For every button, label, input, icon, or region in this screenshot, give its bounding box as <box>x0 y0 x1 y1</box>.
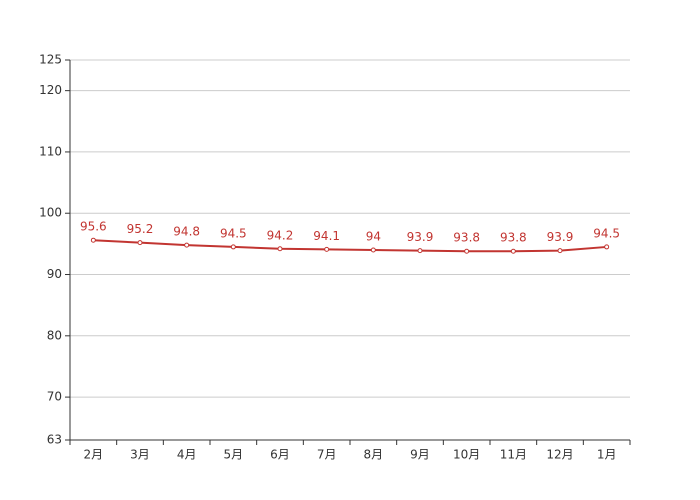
x-tick-label: 7月 <box>317 448 337 462</box>
point <box>324 246 330 252</box>
data-label: 94.8 <box>173 225 200 239</box>
y-tick-label: 80 <box>47 328 62 342</box>
x-tick-label: 5月 <box>224 448 244 462</box>
point <box>510 248 516 254</box>
point <box>557 248 563 254</box>
y-tick-label: 110 <box>39 144 62 158</box>
x-tick-label: 12月 <box>546 448 573 462</box>
y-tick-label: 63 <box>47 433 62 447</box>
point <box>370 247 376 253</box>
y-tick-label: 120 <box>39 83 62 97</box>
point <box>464 248 470 254</box>
x-tick-label: 3月 <box>130 448 150 462</box>
data-label: 93.9 <box>547 230 574 244</box>
y-tick-label: 125 <box>39 53 62 67</box>
y-tick-label: 100 <box>39 206 62 220</box>
data-label: 95.6 <box>80 220 107 234</box>
x-tick-label: 9月 <box>410 448 430 462</box>
point <box>417 248 423 254</box>
point <box>277 246 283 252</box>
y-tick-label: 70 <box>47 390 62 404</box>
line <box>93 239 607 253</box>
data-label: 94.2 <box>267 228 294 242</box>
data-label: 93.8 <box>500 231 527 245</box>
x-tick-label: 11月 <box>500 448 527 462</box>
point <box>90 237 96 243</box>
data-label: 95.2 <box>127 222 154 236</box>
data-label: 94.5 <box>593 226 620 240</box>
x-tick-label: 10月 <box>453 448 480 462</box>
x-tick-label: 1月 <box>597 448 617 462</box>
point <box>604 244 610 250</box>
x-tick-label: 8月 <box>364 448 384 462</box>
point <box>230 244 236 250</box>
point <box>137 240 143 246</box>
data-label: 93.8 <box>453 231 480 245</box>
x-tick-label: 4月 <box>177 448 197 462</box>
data-label: 94.5 <box>220 226 247 240</box>
data-label: 94.1 <box>313 229 340 243</box>
y-tick-label: 90 <box>47 267 62 281</box>
data-label: 94 <box>366 230 381 244</box>
x-tick-label: 6月 <box>270 448 290 462</box>
data-label: 93.9 <box>407 230 434 244</box>
point <box>184 242 190 248</box>
x-tick-label: 2月 <box>84 448 104 462</box>
